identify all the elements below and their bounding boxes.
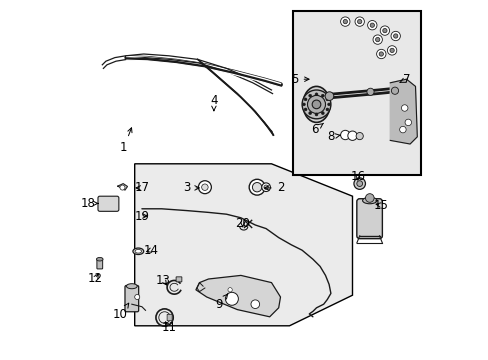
Circle shape <box>302 103 305 106</box>
Ellipse shape <box>135 249 141 253</box>
Circle shape <box>401 105 407 111</box>
Circle shape <box>321 112 324 114</box>
Circle shape <box>120 185 125 190</box>
Text: 16: 16 <box>350 170 365 183</box>
Circle shape <box>302 90 330 119</box>
Circle shape <box>314 93 317 96</box>
Circle shape <box>386 46 396 55</box>
Polygon shape <box>134 164 352 326</box>
Circle shape <box>252 183 261 192</box>
Circle shape <box>314 113 317 116</box>
Circle shape <box>308 112 311 114</box>
Circle shape <box>134 294 140 300</box>
Ellipse shape <box>303 86 329 122</box>
Ellipse shape <box>96 257 103 261</box>
Circle shape <box>378 52 383 56</box>
Circle shape <box>249 179 264 195</box>
Text: 8: 8 <box>326 130 340 143</box>
Circle shape <box>304 108 306 111</box>
Circle shape <box>340 130 349 140</box>
Circle shape <box>399 126 406 133</box>
Circle shape <box>380 26 389 35</box>
Text: 10: 10 <box>113 303 128 321</box>
Circle shape <box>390 87 398 94</box>
Circle shape <box>325 98 328 101</box>
Bar <box>292 11 420 175</box>
Circle shape <box>390 31 400 41</box>
Text: 4: 4 <box>210 94 217 111</box>
Text: 7: 7 <box>399 73 409 86</box>
Ellipse shape <box>362 197 376 204</box>
Circle shape <box>404 119 411 126</box>
Polygon shape <box>196 275 280 317</box>
Circle shape <box>325 92 333 100</box>
Circle shape <box>343 19 347 24</box>
Circle shape <box>355 132 363 140</box>
Circle shape <box>347 131 356 140</box>
FancyBboxPatch shape <box>167 314 172 321</box>
Circle shape <box>198 181 211 194</box>
Text: 9: 9 <box>215 294 227 311</box>
Circle shape <box>357 19 361 24</box>
Polygon shape <box>389 79 416 144</box>
Text: 20: 20 <box>235 217 250 230</box>
Text: 14: 14 <box>143 244 158 257</box>
Text: 5: 5 <box>291 73 308 86</box>
Text: 1: 1 <box>120 128 132 154</box>
Circle shape <box>325 108 328 111</box>
Polygon shape <box>118 184 127 190</box>
Circle shape <box>376 49 385 59</box>
FancyBboxPatch shape <box>97 258 102 269</box>
Circle shape <box>340 17 349 26</box>
Circle shape <box>369 23 374 27</box>
Circle shape <box>372 35 382 44</box>
Circle shape <box>201 184 208 190</box>
Circle shape <box>311 100 320 109</box>
Circle shape <box>321 94 324 97</box>
Text: 15: 15 <box>373 199 388 212</box>
Ellipse shape <box>126 284 137 289</box>
Circle shape <box>304 98 306 101</box>
Circle shape <box>375 37 379 42</box>
Text: 3: 3 <box>183 181 199 194</box>
Text: 6: 6 <box>310 123 323 136</box>
Circle shape <box>327 103 330 106</box>
FancyBboxPatch shape <box>176 277 182 282</box>
Circle shape <box>308 94 311 97</box>
Text: 2: 2 <box>264 181 284 194</box>
Text: 19: 19 <box>134 210 149 222</box>
FancyBboxPatch shape <box>356 199 382 239</box>
Text: 11: 11 <box>161 321 176 334</box>
Circle shape <box>227 288 232 292</box>
Text: 18: 18 <box>81 197 98 210</box>
Circle shape <box>365 194 373 202</box>
Circle shape <box>225 292 238 305</box>
Circle shape <box>366 88 373 95</box>
Circle shape <box>307 95 325 113</box>
FancyBboxPatch shape <box>98 196 119 211</box>
FancyBboxPatch shape <box>125 285 139 312</box>
Circle shape <box>264 185 268 189</box>
Circle shape <box>354 17 364 26</box>
Circle shape <box>356 181 362 186</box>
Ellipse shape <box>133 248 143 255</box>
Circle shape <box>261 183 270 192</box>
Text: 13: 13 <box>156 274 171 287</box>
Text: 12: 12 <box>87 273 102 285</box>
Circle shape <box>250 300 259 309</box>
Circle shape <box>367 21 376 30</box>
Circle shape <box>353 178 365 189</box>
Circle shape <box>382 28 386 33</box>
Circle shape <box>389 48 393 53</box>
Text: 17: 17 <box>134 181 149 194</box>
Circle shape <box>393 34 397 38</box>
